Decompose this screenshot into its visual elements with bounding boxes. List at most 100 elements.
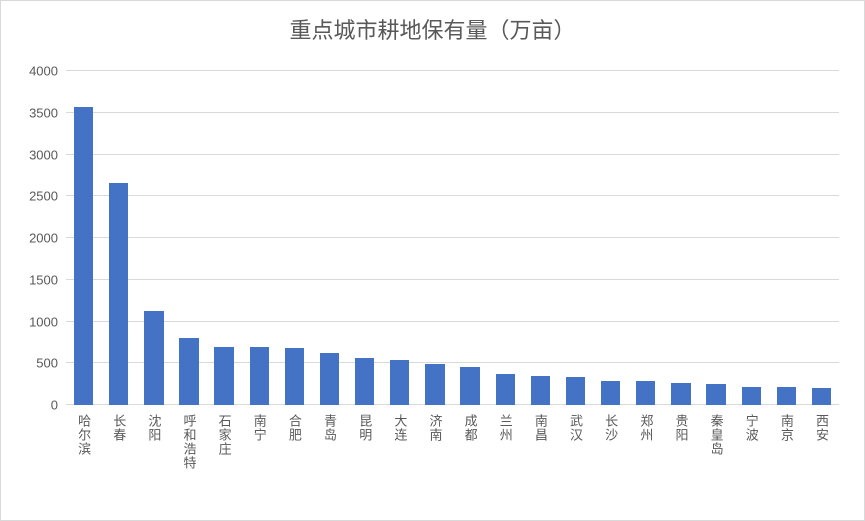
bar: [355, 358, 374, 405]
y-tick-label: 2000: [29, 231, 58, 246]
bar-slot: [488, 71, 523, 405]
bar-slot: [558, 71, 593, 405]
bar: [460, 367, 479, 405]
x-label-slot: 石家庄: [207, 410, 242, 520]
x-label-slot: 武汉: [558, 410, 593, 520]
x-label-slot: 郑州: [628, 410, 663, 520]
x-tick-label: 长沙: [601, 414, 620, 442]
bar: [636, 381, 655, 405]
x-tick-label: 大连: [390, 414, 409, 442]
bar-slot: [453, 71, 488, 405]
x-label-slot: 兰州: [488, 410, 523, 520]
bar-slot: [734, 71, 769, 405]
bar-slot: [101, 71, 136, 405]
x-label-slot: 大连: [382, 410, 417, 520]
bar: [144, 311, 163, 405]
x-label-slot: 秦皇岛: [699, 410, 734, 520]
x-tick-label: 南宁: [250, 414, 269, 442]
x-tick-label: 沈阳: [144, 414, 163, 442]
bar: [496, 374, 515, 405]
bar: [425, 364, 444, 405]
bar: [742, 387, 761, 405]
x-tick-label: 济南: [425, 414, 444, 442]
x-label-slot: 济南: [417, 410, 452, 520]
bar-slot: [347, 71, 382, 405]
bar: [390, 360, 409, 405]
x-tick-label: 成都: [461, 414, 480, 442]
bar: [706, 384, 725, 405]
x-label-slot: 成都: [453, 410, 488, 520]
x-label-slot: 贵阳: [663, 410, 698, 520]
x-tick-label: 昆明: [355, 414, 374, 442]
bar-slot: [312, 71, 347, 405]
plot-area: 05001000150020002500300035004000: [66, 71, 839, 405]
y-tick-label: 0: [51, 398, 58, 413]
x-label-slot: 长沙: [593, 410, 628, 520]
y-tick-label: 1000: [29, 314, 58, 329]
y-tick-label: 3000: [29, 147, 58, 162]
x-label-slot: 南昌: [523, 410, 558, 520]
bar-slot: [593, 71, 628, 405]
x-label-slot: 西安: [804, 410, 839, 520]
y-tick-label: 4000: [29, 64, 58, 79]
x-tick-label: 宁波: [742, 414, 761, 442]
y-tick-label: 3500: [29, 105, 58, 120]
x-label-slot: 宁波: [734, 410, 769, 520]
bar: [601, 381, 620, 405]
bar: [566, 377, 585, 405]
chart-container: 重点城市耕地保有量（万亩） 05001000150020002500300035…: [0, 0, 865, 521]
x-label-slot: 沈阳: [136, 410, 171, 520]
x-tick-label: 长春: [109, 414, 128, 442]
bar-slot: [242, 71, 277, 405]
bar-slot: [382, 71, 417, 405]
x-label-slot: 长春: [101, 410, 136, 520]
bar-slot: [66, 71, 101, 405]
bars-group: [66, 71, 839, 405]
bar: [74, 107, 93, 405]
x-tick-label: 南京: [777, 414, 796, 442]
bar: [250, 347, 269, 405]
x-label-slot: 南宁: [242, 410, 277, 520]
x-label-slot: 青岛: [312, 410, 347, 520]
bar: [671, 383, 690, 405]
bar: [320, 353, 339, 405]
bar-slot: [277, 71, 312, 405]
x-tick-label: 呼和浩特: [179, 414, 198, 470]
bar: [109, 183, 128, 405]
bar: [179, 338, 198, 405]
x-label-slot: 呼和浩特: [171, 410, 206, 520]
bar: [777, 387, 796, 405]
x-label-slot: 昆明: [347, 410, 382, 520]
x-tick-label: 合肥: [285, 414, 304, 442]
x-tick-label: 西安: [812, 414, 831, 442]
y-tick-label: 2500: [29, 189, 58, 204]
bar: [214, 347, 233, 405]
bar: [812, 388, 831, 405]
x-tick-label: 贵阳: [671, 414, 690, 442]
bar-slot: [207, 71, 242, 405]
x-label-slot: 合肥: [277, 410, 312, 520]
x-tick-label: 兰州: [496, 414, 515, 442]
bar-slot: [171, 71, 206, 405]
bar-slot: [699, 71, 734, 405]
x-tick-label: 郑州: [636, 414, 655, 442]
x-tick-label: 南昌: [531, 414, 550, 442]
chart-title: 重点城市耕地保有量（万亩）: [1, 1, 864, 45]
x-tick-label: 秦皇岛: [707, 414, 726, 456]
bar-slot: [136, 71, 171, 405]
bar: [531, 376, 550, 405]
x-tick-label: 哈尔滨: [74, 414, 93, 456]
bar-slot: [769, 71, 804, 405]
x-tick-label: 武汉: [566, 414, 585, 442]
bar-slot: [523, 71, 558, 405]
x-label-slot: 哈尔滨: [66, 410, 101, 520]
y-tick-label: 1500: [29, 272, 58, 287]
x-tick-label: 青岛: [320, 414, 339, 442]
x-tick-label: 石家庄: [215, 414, 234, 456]
bar: [285, 348, 304, 405]
bar-slot: [663, 71, 698, 405]
y-tick-label: 500: [36, 356, 58, 371]
bar-slot: [804, 71, 839, 405]
x-labels-group: 哈尔滨长春沈阳呼和浩特石家庄南宁合肥青岛昆明大连济南成都兰州南昌武汉长沙郑州贵阳…: [66, 410, 839, 520]
x-label-slot: 南京: [769, 410, 804, 520]
